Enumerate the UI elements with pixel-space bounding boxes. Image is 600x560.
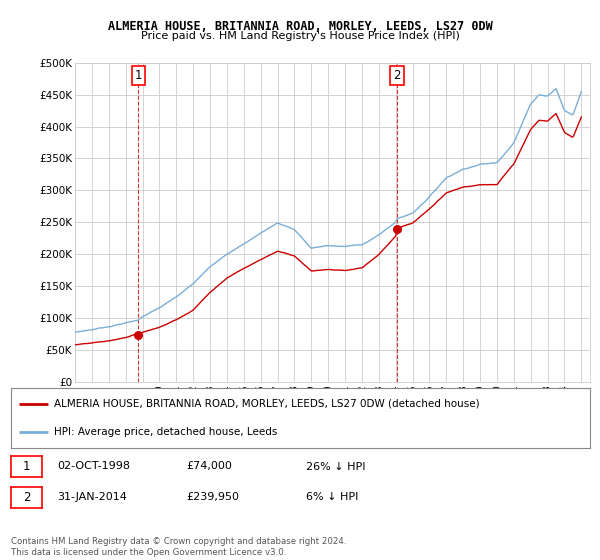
Text: 1: 1 <box>23 460 30 473</box>
Text: 2: 2 <box>23 491 30 504</box>
Text: Contains HM Land Registry data © Crown copyright and database right 2024.
This d: Contains HM Land Registry data © Crown c… <box>11 537 346 557</box>
Text: 31-JAN-2014: 31-JAN-2014 <box>57 492 127 502</box>
Text: 2: 2 <box>393 69 401 82</box>
Text: 1: 1 <box>134 69 142 82</box>
Text: 6% ↓ HPI: 6% ↓ HPI <box>306 492 358 502</box>
Text: ALMERIA HOUSE, BRITANNIA ROAD, MORLEY, LEEDS, LS27 0DW (detached house): ALMERIA HOUSE, BRITANNIA ROAD, MORLEY, L… <box>54 399 480 409</box>
Text: £74,000: £74,000 <box>186 461 232 472</box>
Text: 02-OCT-1998: 02-OCT-1998 <box>57 461 130 472</box>
Text: HPI: Average price, detached house, Leeds: HPI: Average price, detached house, Leed… <box>54 427 278 437</box>
Text: Price paid vs. HM Land Registry's House Price Index (HPI): Price paid vs. HM Land Registry's House … <box>140 31 460 41</box>
Text: 26% ↓ HPI: 26% ↓ HPI <box>306 461 365 472</box>
Text: ALMERIA HOUSE, BRITANNIA ROAD, MORLEY, LEEDS, LS27 0DW: ALMERIA HOUSE, BRITANNIA ROAD, MORLEY, L… <box>107 20 493 32</box>
Text: £239,950: £239,950 <box>186 492 239 502</box>
